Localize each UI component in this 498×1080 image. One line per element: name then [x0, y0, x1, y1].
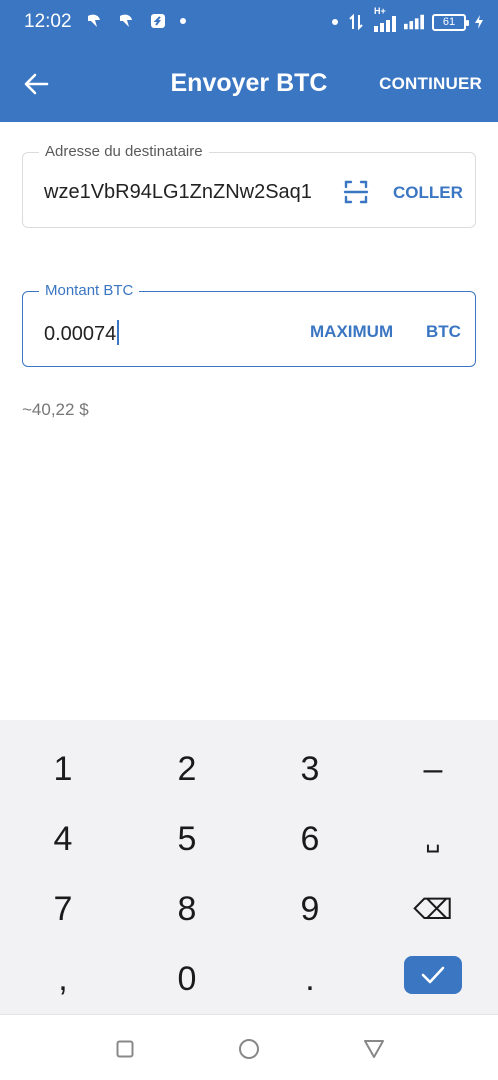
key-7[interactable]: 7: [53, 889, 73, 928]
system-icons: H+ 61: [332, 6, 484, 32]
status-bar: 12:02 H+ 61: [0, 0, 498, 44]
notification-icons: [84, 11, 186, 31]
key-2[interactable]: 2: [177, 749, 197, 788]
key-8[interactable]: 8: [177, 889, 197, 928]
home-button[interactable]: [237, 1037, 261, 1061]
recipient-address-input[interactable]: wze1VbR94LG1ZnZNw2Saq1: [44, 181, 312, 203]
max-amount-button[interactable]: MAXIMUM: [310, 322, 394, 341]
wallet-notification-icon: [148, 11, 168, 31]
amount-input[interactable]: 0.00074: [44, 320, 120, 346]
amount-field[interactable]: Montant BTC 0.00074 MAXIMUM BTC: [22, 282, 476, 367]
recipient-address-field[interactable]: Adresse du destinataire wze1VbR94LG1ZnZN…: [22, 143, 476, 228]
back-nav-button[interactable]: [362, 1037, 386, 1061]
currency-unit-button[interactable]: BTC: [426, 322, 461, 341]
app-bar: Envoyer BTC CONTINUER: [0, 44, 498, 122]
key-comma[interactable]: ,: [58, 959, 68, 998]
system-nav-bar: [0, 1014, 498, 1080]
page-title: Envoyer BTC: [170, 69, 328, 97]
notification-dot-icon: [180, 18, 186, 24]
key-0[interactable]: 0: [177, 959, 197, 998]
enter-button[interactable]: [404, 956, 462, 994]
key-9[interactable]: 9: [300, 889, 320, 928]
battery-icon: 61: [432, 13, 469, 31]
key-6[interactable]: 6: [300, 819, 320, 858]
data-transfer-icon: [346, 12, 366, 32]
paste-button[interactable]: COLLER: [393, 183, 463, 202]
app-notification-icon-2: [116, 11, 136, 31]
key-backspace[interactable]: ⌫: [413, 893, 453, 925]
key-period[interactable]: .: [305, 959, 315, 998]
key-1[interactable]: 1: [53, 749, 73, 788]
arrow-left-icon: [24, 73, 49, 95]
signal-h-plus-icon: H+: [374, 6, 396, 32]
check-icon: [421, 966, 445, 984]
status-time: 12:02: [24, 11, 72, 32]
charging-icon: [474, 12, 484, 32]
key-minus[interactable]: –: [423, 749, 443, 788]
numeric-keyboard: 1 2 3 – 4 5 6 ␣ 7 8 9 ⌫ , 0 .: [0, 720, 498, 1014]
app-notification-icon: [84, 11, 104, 31]
amount-label: Montant BTC: [39, 282, 140, 299]
key-space[interactable]: ␣: [425, 825, 441, 853]
recipient-address-label: Adresse du destinataire: [39, 143, 209, 160]
fiat-estimate: ~40,22 $: [22, 400, 89, 419]
signal-icon: [404, 12, 424, 32]
continue-button[interactable]: CONTINUER: [379, 74, 482, 93]
status-dot-icon: [332, 19, 338, 25]
key-5[interactable]: 5: [177, 819, 197, 858]
key-3[interactable]: 3: [300, 749, 320, 788]
amount-value: 0.00074: [44, 323, 117, 345]
qr-scan-icon[interactable]: [343, 179, 369, 205]
triangle-back-icon: [364, 1040, 384, 1058]
recents-button[interactable]: [113, 1037, 137, 1061]
circle-icon: [239, 1039, 259, 1059]
text-caret: [117, 320, 120, 345]
square-icon: [116, 1040, 134, 1058]
key-4[interactable]: 4: [53, 819, 73, 858]
back-button[interactable]: [18, 66, 54, 102]
